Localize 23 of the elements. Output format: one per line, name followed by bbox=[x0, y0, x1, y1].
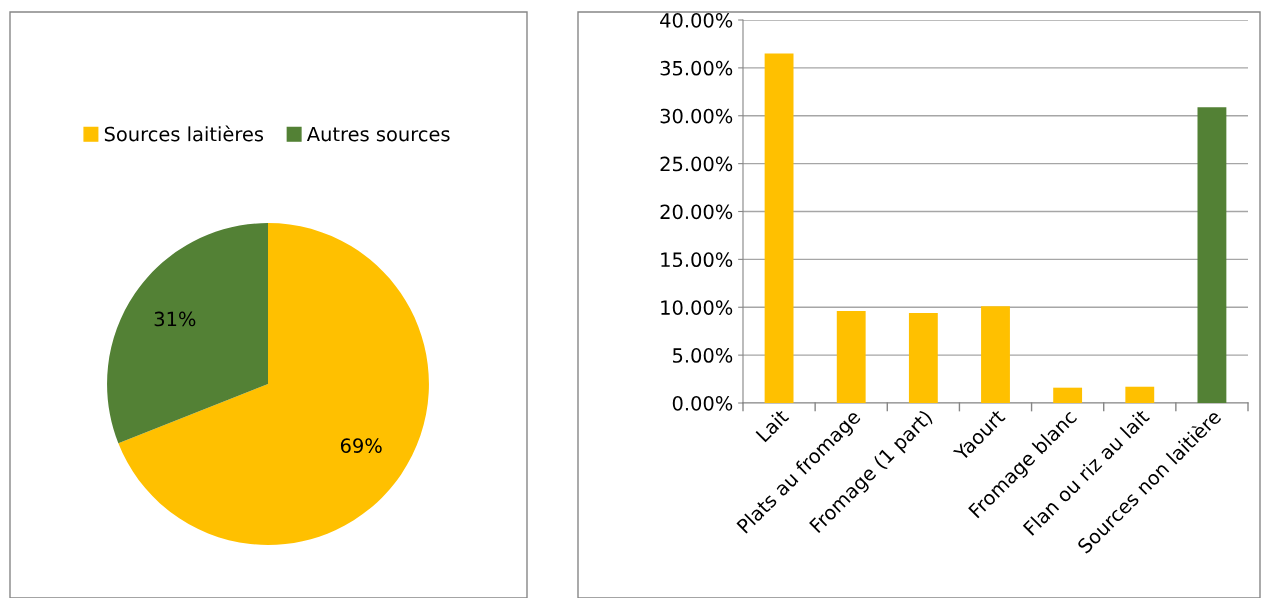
y-tick-label: 20.00% bbox=[660, 204, 733, 220]
y-tick-label: 40.00% bbox=[660, 12, 733, 28]
legend-label: Autres sources bbox=[306, 126, 450, 142]
pie-slice bbox=[107, 223, 268, 444]
y-tick-label: 35.00% bbox=[660, 60, 733, 76]
bar bbox=[981, 306, 1010, 403]
data-label: 69% bbox=[340, 438, 382, 453]
bar bbox=[764, 53, 794, 403]
y-tick-label: 25.00% bbox=[660, 156, 733, 172]
legend-label: Sources laitières bbox=[104, 125, 264, 142]
x-tick-label: Lait bbox=[755, 408, 790, 443]
pie-slice bbox=[118, 223, 429, 545]
bar bbox=[908, 313, 938, 403]
bar bbox=[1053, 387, 1083, 403]
bar bbox=[1125, 386, 1155, 403]
y-tick-label: 0.00% bbox=[672, 395, 733, 411]
data-label: 31% bbox=[154, 311, 196, 327]
y-tick-label: 10.00% bbox=[661, 300, 733, 315]
bar bbox=[1197, 107, 1227, 403]
y-tick-label: 5.00% bbox=[673, 348, 733, 363]
y-tick-label: 15.00% bbox=[661, 252, 733, 268]
bar bbox=[836, 311, 866, 403]
y-tick-label: 30.00% bbox=[660, 108, 733, 124]
